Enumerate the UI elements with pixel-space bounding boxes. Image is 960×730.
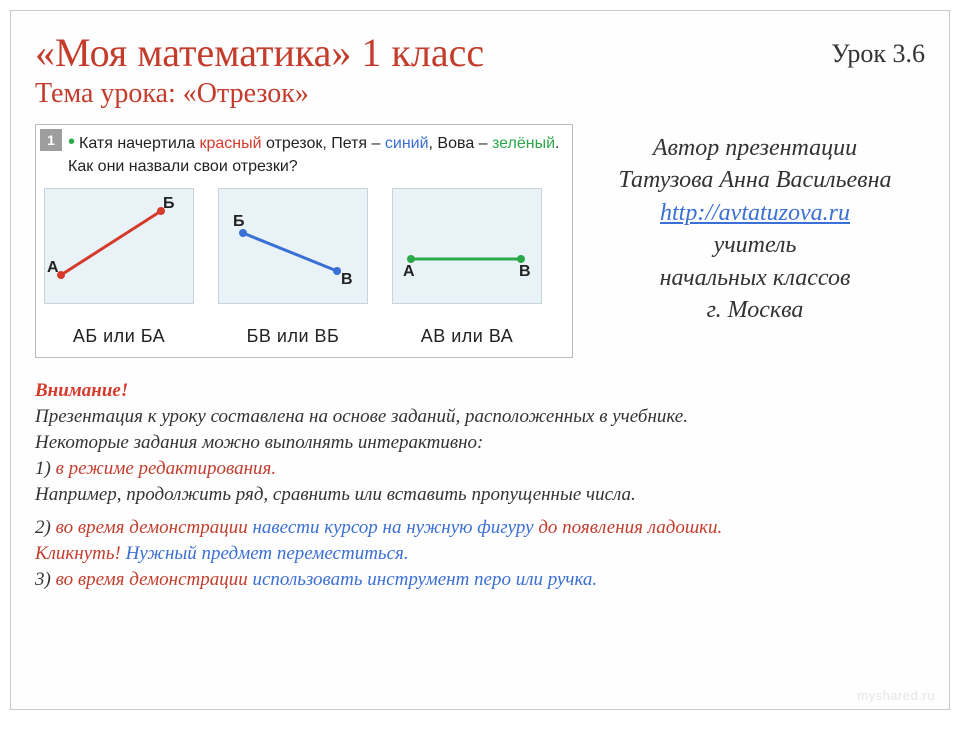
slide: «Моя математика» 1 класс Урок 3.6 Тема у… bbox=[10, 10, 950, 710]
author-name: Татузова Анна Васильевна bbox=[585, 164, 925, 196]
notes-item2: 2) во время демонстрации навести курсор … bbox=[35, 515, 925, 541]
segment-box-col: АВАВ или ВА bbox=[392, 188, 542, 347]
attention-label: Внимание! bbox=[35, 380, 128, 401]
author-block: Автор презентации Татузова Анна Васильев… bbox=[585, 124, 925, 358]
author-city: г. Москва bbox=[585, 294, 925, 326]
main-title: «Моя математика» 1 класс bbox=[35, 29, 484, 76]
point-label: А bbox=[403, 263, 415, 281]
segment-box-col: БВБВ или ВБ bbox=[218, 188, 368, 347]
bullet-icon: • bbox=[68, 131, 75, 153]
segment-caption: АВ или ВА bbox=[421, 326, 514, 347]
author-role1: учитель bbox=[585, 229, 925, 261]
segment-boxes-row: АБАБ или БАБВБВ или ВБАВАВ или ВА bbox=[40, 188, 566, 347]
title-row: «Моя математика» 1 класс Урок 3.6 bbox=[35, 29, 925, 76]
segment-box: АВ bbox=[392, 188, 542, 304]
content-row: 1 •Катя начертила красный отрезок, Петя … bbox=[35, 124, 925, 358]
segment-caption: БВ или ВБ bbox=[247, 326, 340, 347]
exercise-panel: 1 •Катя начертила красный отрезок, Петя … bbox=[35, 124, 573, 358]
exercise-badge: 1 bbox=[40, 129, 62, 151]
segment-box-col: АБАБ или БА bbox=[44, 188, 194, 347]
author-line: Автор презентации bbox=[585, 132, 925, 164]
subtitle: Тема урока: «Отрезок» bbox=[35, 78, 925, 110]
notes-block: Внимание! Презентация к уроку составлена… bbox=[35, 378, 925, 594]
point-label: В bbox=[519, 263, 531, 281]
author-link[interactable]: http://avtatuzova.ru bbox=[660, 200, 850, 226]
exercise-header: 1 •Катя начертила красный отрезок, Петя … bbox=[40, 129, 566, 178]
point-label: Б bbox=[233, 213, 245, 231]
point-label: А bbox=[47, 259, 59, 277]
exercise-text: •Катя начертила красный отрезок, Петя – … bbox=[68, 129, 566, 178]
notes-p2: Некоторые задания можно выполнять интера… bbox=[35, 430, 925, 456]
segment-caption: АБ или БА bbox=[73, 326, 165, 347]
segment-box: БВ bbox=[218, 188, 368, 304]
notes-item2b: Кликнуть! Нужный предмет переместиться. bbox=[35, 541, 925, 567]
author-role2: начальных классов bbox=[585, 262, 925, 294]
watermark: myshared.ru bbox=[857, 688, 935, 703]
point-label: Б bbox=[163, 195, 175, 213]
point-label: В bbox=[341, 271, 353, 289]
notes-item1: 1) в режиме редактирования. bbox=[35, 456, 925, 482]
segment-box: АБ bbox=[44, 188, 194, 304]
notes-item3: 3) во время демонстрации использовать ин… bbox=[35, 567, 925, 593]
lesson-number: Урок 3.6 bbox=[831, 39, 925, 69]
notes-p1: Презентация к уроку составлена на основе… bbox=[35, 404, 925, 430]
notes-item1b: Например, продолжить ряд, сравнить или в… bbox=[35, 482, 925, 508]
